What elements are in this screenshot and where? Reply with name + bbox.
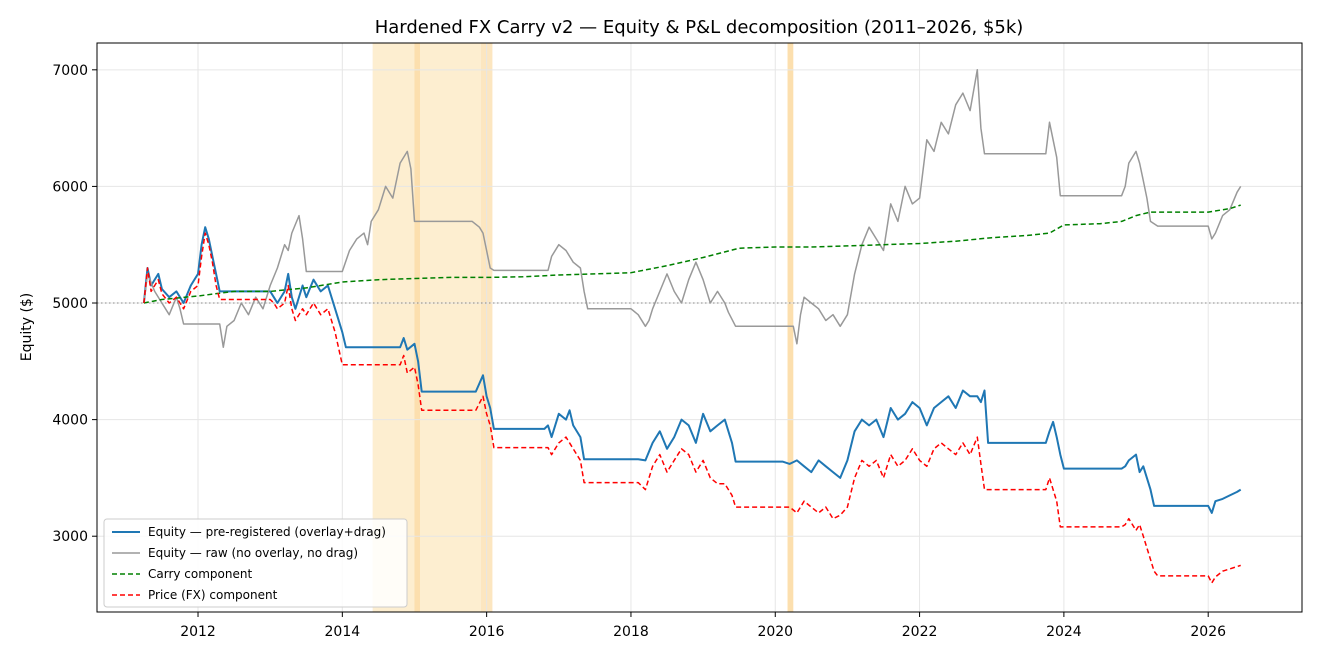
chart-title: Hardened FX Carry v2 — Equity & P&L deco… <box>375 17 1024 38</box>
shaded-region-1 <box>414 43 421 612</box>
legend-label-1: Equity — raw (no overlay, no drag) <box>148 546 358 560</box>
legend-label-0: Equity — pre-registered (overlay+drag) <box>148 525 386 539</box>
shaded-region-4 <box>787 43 794 612</box>
legend-box <box>103 518 408 608</box>
y-axis-label: Equity ($) <box>19 293 35 362</box>
plot-area: 2012 2014 2016 2018 2020 2022 2024 2026 3000 4000… <box>52 42 1303 640</box>
x-tick-label: 2024 <box>1046 624 1082 640</box>
x-tick-label: 2018 <box>613 624 649 640</box>
x-tick-label: 2012 <box>180 624 216 640</box>
x-tick-label: 2020 <box>757 624 793 640</box>
series-line-0 <box>142 226 1242 514</box>
series-line-2 <box>143 204 1241 304</box>
y-tick-label: 4000 <box>52 413 88 429</box>
y-tick-label: 3000 <box>52 529 88 545</box>
x-tick-label: 2026 <box>1190 624 1226 640</box>
y-tick-label: 7000 <box>52 63 88 79</box>
series-line-1 <box>143 69 1242 349</box>
x-tick-label: 2016 <box>469 624 505 640</box>
shaded-region-2 <box>420 43 481 612</box>
legend: Equity — pre-registered (overlay+drag) Eq… <box>103 518 408 608</box>
shaded-region-0 <box>372 43 415 612</box>
y-tick-label: 6000 <box>52 179 88 195</box>
y-tick-label: 5000 <box>52 296 88 312</box>
x-tick-label: 2014 <box>325 624 361 640</box>
legend-label-2: Carry component <box>148 567 252 581</box>
series-line-3 <box>143 232 1241 584</box>
x-tick-label: 2022 <box>902 624 938 640</box>
legend-label-3: Price (FX) component <box>148 588 278 602</box>
axes-frame <box>96 42 1303 613</box>
